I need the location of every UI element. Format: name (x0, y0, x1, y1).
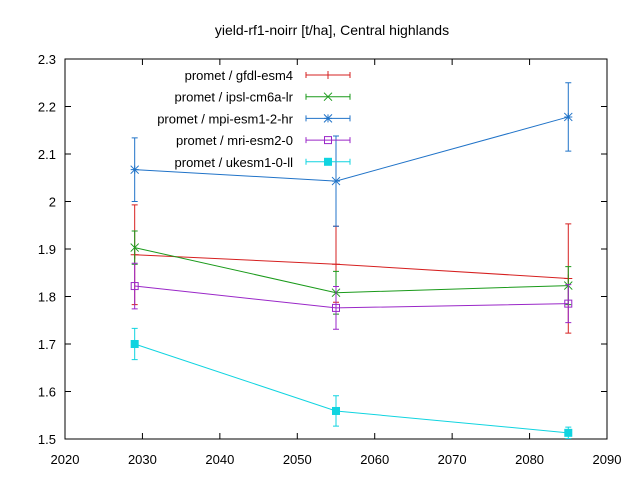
legend-label: promet / mri-esm2-0 (176, 133, 293, 148)
legend-item: promet / gfdl-esm4 (185, 68, 351, 83)
series-line (134, 247, 569, 294)
legend-whisker (305, 158, 351, 165)
y-tick-label: 2.2 (38, 100, 56, 115)
series-line (134, 254, 569, 279)
series-1 (130, 204, 573, 334)
data-point (130, 243, 140, 252)
x-tick-label: 2030 (128, 452, 157, 467)
series-line (134, 343, 569, 434)
legend-item: promet / ukesm1-0-ll (175, 155, 351, 170)
axes: 2020 2030 2040 2050 2060 2070 2080 2090 1.5 1.6 1.… (38, 52, 622, 467)
legend-whisker (305, 72, 351, 78)
x-tick-label: 2090 (593, 452, 622, 467)
legend-marker (324, 71, 332, 79)
data-point (332, 303, 340, 312)
legend-item: promet / ipsl-cm6a-lr (175, 90, 351, 105)
data-point (130, 165, 140, 175)
series-line (134, 116, 569, 182)
series-5 (130, 327, 573, 440)
series-group (130, 82, 573, 440)
chart-title: yield-rf1-noirr [t/ha], Central highland… (215, 22, 449, 38)
y-tick-label: 1.6 (38, 385, 56, 400)
x-tick-label: 2050 (283, 452, 312, 467)
data-point (564, 299, 573, 308)
legend-marker (323, 114, 333, 123)
x-tick-label: 2070 (438, 452, 467, 467)
x-tick-label: 2020 (51, 452, 80, 467)
legend-label: promet / gfdl-esm4 (185, 68, 293, 83)
y-tick-label: 1.9 (38, 242, 56, 257)
legend-whisker (305, 93, 351, 100)
data-point (332, 260, 340, 269)
error-bar (333, 286, 339, 330)
legend-marker (323, 92, 333, 102)
legend-whisker (305, 137, 351, 144)
error-bar (565, 284, 572, 324)
series-line (134, 285, 569, 309)
y-tick-label: 1.5 (38, 432, 56, 447)
data-point (332, 406, 340, 415)
data-point (130, 282, 139, 291)
error-bar (131, 262, 138, 310)
legend: promet / gfdl-esm4 promet / ipsl-cm6a-lr p… (157, 68, 351, 170)
y-tick-label: 1.7 (38, 337, 56, 352)
legend-item: promet / mri-esm2-0 (176, 133, 351, 148)
legend-label: promet / ipsl-cm6a-lr (175, 90, 294, 105)
x-tick-label: 2080 (515, 452, 544, 467)
legend-marker (324, 157, 332, 166)
data-point (331, 176, 341, 186)
y-tick-label: 1.8 (38, 290, 56, 305)
x-tick-label: 2040 (205, 452, 234, 467)
legend-label: promet / mpi-esm1-2-hr (157, 111, 293, 126)
legend-marker (324, 136, 332, 145)
y-tick-label: 2.1 (38, 147, 56, 162)
y-tick-label: 2 (49, 195, 56, 210)
series-2 (130, 230, 573, 315)
data-point (564, 428, 573, 437)
legend-whisker (305, 115, 351, 122)
legend-label: promet / ukesm1-0-ll (175, 155, 294, 170)
x-tick-label: 2060 (360, 452, 389, 467)
y-tick-label: 2.3 (38, 52, 56, 67)
series-3 (130, 82, 573, 227)
data-point (130, 340, 139, 348)
legend-item: promet / mpi-esm1-2-hr (157, 111, 351, 126)
data-point (563, 112, 573, 122)
series-4 (130, 262, 573, 330)
